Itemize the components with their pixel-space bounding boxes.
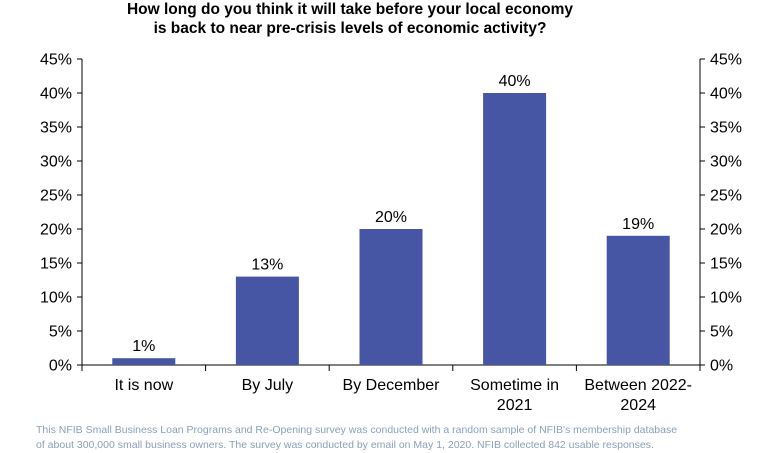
- chart-title: How long do you think it will take befor…: [60, 0, 640, 38]
- y-tick-label-left: 5%: [49, 324, 72, 341]
- x-tick-label: By July: [242, 377, 294, 394]
- x-tick-label: Between 2022-: [584, 377, 692, 394]
- y-tick-label-left: 35%: [40, 120, 72, 137]
- footnote-line-1: This NFIB Small Business Loan Programs a…: [36, 424, 678, 436]
- footnote: This NFIB Small Business Loan Programs a…: [36, 423, 776, 453]
- x-tick-label: Sometime in: [470, 377, 559, 394]
- x-tick-label: It is now: [114, 377, 173, 394]
- bar: [483, 93, 547, 365]
- footnote-line-2: of about 300,000 small business owners. …: [36, 439, 654, 451]
- y-tick-label-left: 25%: [40, 188, 72, 205]
- chart-title-line-2: is back to near pre-crisis levels of eco…: [153, 20, 547, 37]
- bar-chart: 0% 0% 5% 5% 10% 10% 15% 15% 20% 20% 25% 25% 30% 30% 35…: [40, 52, 742, 415]
- y-tick-label-left: 30%: [40, 154, 72, 171]
- data-label: 40%: [499, 73, 531, 90]
- y-tick-label-right: 45%: [710, 52, 742, 69]
- chart-title-line-1: How long do you think it will take befor…: [126, 1, 574, 18]
- y-tick-label-right: 15%: [710, 256, 742, 273]
- y-tick-label-left: 15%: [40, 256, 72, 273]
- y-tick-label-right: 20%: [710, 222, 742, 239]
- y-tick-label-left: 40%: [40, 86, 72, 103]
- bar: [359, 229, 423, 365]
- data-label: 1%: [132, 338, 155, 355]
- data-label: 13%: [251, 257, 283, 274]
- bar: [235, 276, 299, 365]
- y-tick-label-right: 30%: [710, 154, 742, 171]
- data-label: 19%: [622, 216, 654, 233]
- bar: [606, 235, 670, 365]
- x-tick-label: By December: [343, 377, 441, 394]
- y-tick-label-right: 10%: [710, 290, 742, 307]
- y-tick-label-right: 5%: [710, 324, 733, 341]
- y-tick-label-right: 35%: [710, 120, 742, 137]
- y-tick-label-right: 40%: [710, 86, 742, 103]
- y-tick-label-right: 0%: [710, 358, 733, 375]
- y-tick-label-left: 10%: [40, 290, 72, 307]
- data-label: 20%: [375, 209, 407, 226]
- x-tick-label: 2024: [620, 397, 656, 414]
- y-tick-label-left: 45%: [40, 52, 72, 69]
- y-tick-label-right: 25%: [710, 188, 742, 205]
- y-tick-label-left: 0%: [49, 358, 72, 375]
- bar: [112, 358, 176, 365]
- y-tick-label-left: 20%: [40, 222, 72, 239]
- x-tick-label: 2021: [497, 397, 533, 414]
